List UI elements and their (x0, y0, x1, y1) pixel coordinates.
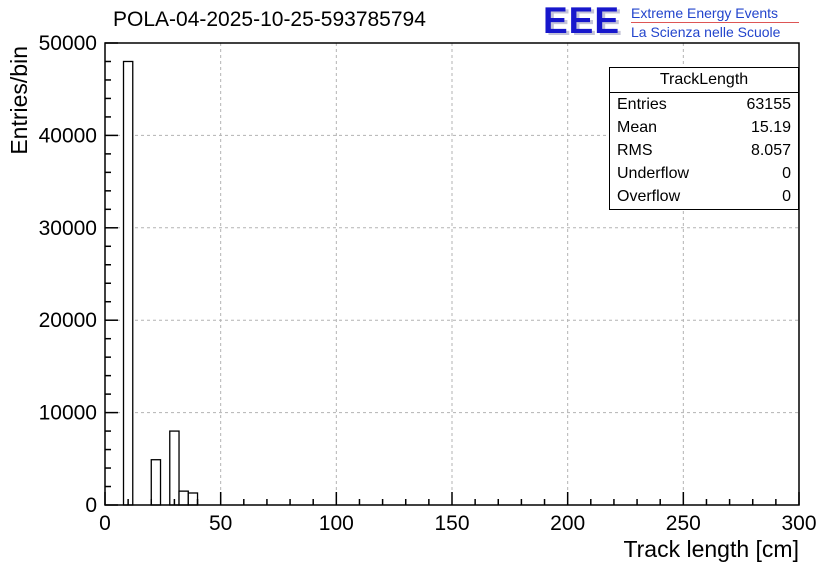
y-tick-label: 10000 (39, 402, 97, 425)
histogram-bar (187, 492, 199, 506)
y-tick-label: 40000 (39, 124, 97, 147)
eee-logo-subtitle-2: La Scienza nelle Scuole (631, 24, 781, 40)
stats-box: TrackLength Entries 63155 Mean 15.19 RMS… (609, 67, 799, 210)
histogram-bar (150, 459, 162, 506)
eee-logo: EEE Extreme Energy Events La Scienza nel… (543, 0, 833, 46)
eee-logo-divider (631, 22, 799, 23)
stats-row-rms: RMS 8.057 (610, 139, 798, 162)
histogram-bar (169, 430, 180, 506)
stats-box-title: TrackLength (610, 68, 798, 93)
x-tick-label: 100 (319, 512, 354, 535)
y-tick-label: 30000 (39, 217, 97, 240)
stats-row-underflow: Underflow 0 (610, 162, 798, 185)
x-tick-label: 300 (781, 512, 816, 535)
eee-logo-subtitle-1: Extreme Energy Events (631, 5, 779, 21)
stats-row-overflow: Overflow 0 (610, 185, 798, 208)
stats-value: 15.19 (750, 119, 791, 136)
x-tick-label: 150 (434, 512, 469, 535)
y-axis-title: Entries/bin (6, 46, 32, 155)
histogram-bar (178, 490, 189, 506)
x-tick-label: 200 (550, 512, 585, 535)
x-tick-label: 0 (99, 512, 111, 535)
histogram-bar (122, 60, 134, 506)
stats-label: Overflow (617, 188, 681, 205)
stats-value: 63155 (746, 96, 792, 113)
x-tick-label: 250 (666, 512, 701, 535)
plot-title: POLA-04-2025-10-25-593785794 (113, 8, 426, 31)
stats-label: Mean (617, 119, 658, 136)
stats-label: RMS (617, 142, 653, 159)
stats-label: Underflow (617, 165, 690, 182)
stats-value: 0 (782, 188, 791, 205)
y-tick-label: 20000 (39, 309, 97, 332)
stats-value: 0 (782, 165, 791, 182)
stats-label: Entries (617, 96, 667, 113)
stats-value: 8.057 (750, 142, 791, 159)
y-tick-label: 0 (85, 494, 97, 517)
stats-row-mean: Mean 15.19 (610, 116, 798, 139)
y-tick-label: 50000 (39, 32, 97, 55)
stats-row-entries: Entries 63155 (610, 93, 798, 116)
x-tick-label: 50 (209, 512, 232, 535)
x-axis-title: Track length [cm] (623, 536, 799, 562)
eee-logo-text: EEE (543, 0, 621, 41)
